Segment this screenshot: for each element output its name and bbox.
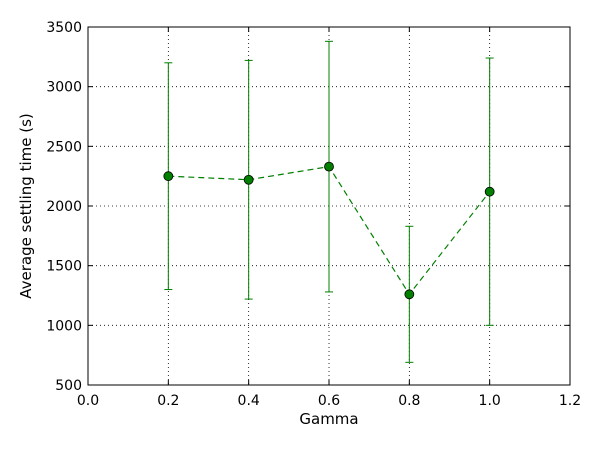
x-tick-label: 0.2 <box>157 393 179 409</box>
x-tick-label: 0.8 <box>398 393 420 409</box>
x-tick-label: 1.2 <box>559 393 581 409</box>
ticks: 0.0 0.2 0.4 0.6 0.8 1.0 1.2 500 1000 1500 2000 2500… <box>46 20 581 409</box>
data-point <box>484 186 495 197</box>
y-tick-label: 3000 <box>46 80 82 96</box>
y-tick-label: 1500 <box>46 259 82 275</box>
plot-area <box>163 40 495 363</box>
y-tick-label: 3500 <box>46 20 82 36</box>
x-tick-label: 0.4 <box>238 393 260 409</box>
data-point <box>404 289 415 300</box>
data-point <box>243 174 254 185</box>
x-tick-label: 1.0 <box>479 393 501 409</box>
y-tick-label: 500 <box>55 378 82 394</box>
x-tick-label: 0.0 <box>77 393 99 409</box>
y-tick-label: 1000 <box>46 318 82 334</box>
y-axis-label: Average settling time (s) <box>17 113 35 298</box>
y-tick-label: 2500 <box>46 139 82 155</box>
data-point <box>163 171 174 182</box>
data-point <box>324 161 334 172</box>
y-tick-label: 2000 <box>46 199 82 215</box>
x-axis-label: Gamma <box>299 410 358 428</box>
x-tick-label: 0.6 <box>318 393 340 409</box>
